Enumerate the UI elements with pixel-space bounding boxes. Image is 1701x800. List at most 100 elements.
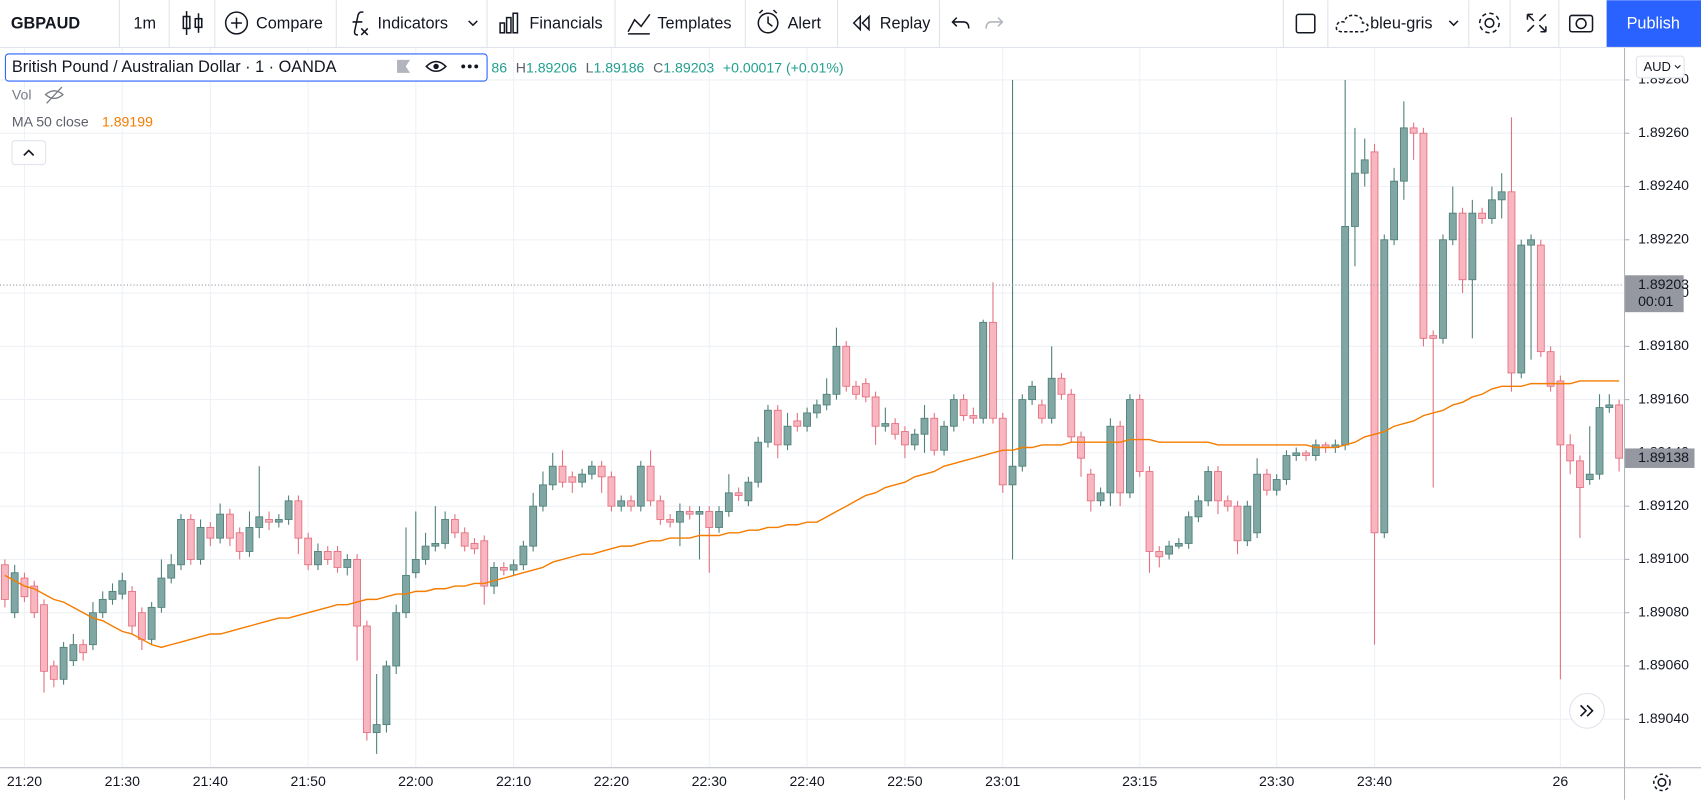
layout-name[interactable]: bleu-gris (1370, 14, 1432, 32)
financials-icon[interactable] (499, 12, 519, 34)
fullscreen-select-icon[interactable] (1295, 13, 1316, 34)
candle-body-down (30, 585, 39, 614)
candle-body-up (1351, 172, 1359, 227)
candle-body-up (1380, 239, 1389, 534)
last-price-label: 1.89138 (1638, 449, 1689, 465)
financials-button[interactable]: Financials (529, 14, 602, 32)
candle-body-up (1605, 404, 1614, 409)
candle-body-up (724, 492, 733, 512)
publish-button[interactable]: Publish (1627, 14, 1680, 32)
x-tick-label: 22:00 (398, 773, 433, 789)
candle-body-down (793, 420, 802, 427)
eye-pupil (433, 63, 439, 70)
candle-body-down (1576, 460, 1584, 488)
collapse-button[interactable] (11, 140, 47, 166)
change-value: +0.00017 (+0.01%) (723, 59, 844, 75)
axis-settings-icon[interactable] (1653, 773, 1671, 792)
replay-button[interactable]: Replay (880, 14, 931, 32)
y-tick-label: 1.89040 (1638, 710, 1689, 726)
candle-body-down (842, 345, 851, 387)
candle-body-down (128, 590, 136, 627)
candle-body-up (744, 481, 753, 502)
compare-icon[interactable] (224, 11, 249, 35)
candle-body-down (685, 511, 694, 515)
candle-body-down (1116, 425, 1125, 494)
candle-body-up (1517, 244, 1526, 374)
candle-body-up (69, 644, 78, 662)
more-icon[interactable] (461, 64, 479, 69)
candle-body-up (509, 564, 518, 571)
symbol[interactable]: GBPAUD (11, 14, 81, 32)
candle-body-down (852, 385, 860, 395)
eye-icon[interactable] (425, 60, 447, 73)
candle-body-up (1439, 239, 1447, 339)
candle-body-up (1174, 543, 1183, 547)
candle-body-down (362, 625, 371, 734)
alert-icon[interactable] (757, 9, 779, 34)
compare-button[interactable]: Compare (256, 14, 323, 32)
candle-body-up (548, 465, 557, 486)
candle-body-down (1155, 551, 1164, 558)
candle-body-down (1556, 380, 1565, 446)
chart-style-icon[interactable] (182, 11, 203, 35)
candle-body-down (1615, 404, 1623, 459)
interval[interactable]: 1m (133, 14, 156, 32)
settings-icon[interactable] (1478, 12, 1500, 34)
candle-body-down (705, 511, 714, 528)
y-tick-label: 1.89100 (1638, 550, 1689, 566)
candle-body-down (265, 519, 273, 523)
candle-body-down (451, 519, 459, 534)
replay-icon[interactable] (852, 14, 870, 32)
flag-icon[interactable] (397, 59, 411, 73)
y-tick-label: 1.89220 (1638, 230, 1689, 246)
x-tick-label: 22:10 (496, 773, 531, 789)
candle-body-down (40, 604, 48, 672)
indicators-button[interactable]: Indicators (378, 14, 449, 32)
candle-body-up (314, 551, 322, 566)
h-label: H (516, 59, 526, 75)
snapshot-icon[interactable] (1568, 14, 1594, 33)
dropdown-arrow[interactable] (468, 20, 478, 27)
candle-body-up (1360, 159, 1369, 174)
low-value: 1.89186 (593, 59, 644, 75)
moving-average-line (4, 380, 1620, 649)
candle-body-up (803, 412, 812, 427)
candle-body-up (539, 484, 547, 507)
symbol-legend-box[interactable] (4, 53, 488, 82)
indicators-icon[interactable] (352, 11, 369, 36)
candle-body-down (1302, 452, 1310, 456)
candle-body-up (1292, 452, 1301, 456)
candle-body-down (568, 476, 577, 483)
candle-body-down (333, 551, 342, 568)
alert-button[interactable]: Alert (788, 14, 822, 32)
candle-body-up (1165, 545, 1173, 555)
y-tick-label: 1.89160 (1638, 390, 1689, 406)
fullscreen-icon[interactable] (1526, 13, 1547, 33)
undo-icon[interactable] (951, 17, 970, 29)
redo-icon[interactable] (985, 17, 1004, 29)
collapse-arrow (23, 149, 35, 156)
candle-body-up (89, 612, 97, 646)
candle-body-down (0, 564, 9, 600)
publish-button-bg[interactable] (1606, 0, 1701, 47)
templates-button[interactable]: Templates (657, 14, 731, 32)
currency-button[interactable] (1635, 55, 1685, 79)
candle-body-down (607, 476, 616, 507)
currency-label[interactable]: AUD (1644, 59, 1671, 74)
templates-icon[interactable] (627, 13, 651, 35)
candle-body-down (1077, 436, 1085, 459)
x-tick-label: 23:30 (1259, 773, 1294, 789)
candle-body-up (245, 527, 254, 552)
candle-body-down (1536, 244, 1545, 353)
y-tick-label: 1.89180 (1638, 337, 1689, 353)
cloud-icon[interactable] (1335, 14, 1369, 33)
candle-body-up (216, 513, 225, 539)
dropdown-arrow[interactable] (1448, 20, 1459, 27)
candle-body-up (59, 646, 68, 680)
candle-body-up (1253, 473, 1262, 534)
scroll-arrow (1580, 704, 1594, 717)
hidden-eye-icon[interactable] (44, 86, 64, 104)
candle-body-up (1390, 180, 1398, 241)
candle-body-down (499, 566, 508, 571)
